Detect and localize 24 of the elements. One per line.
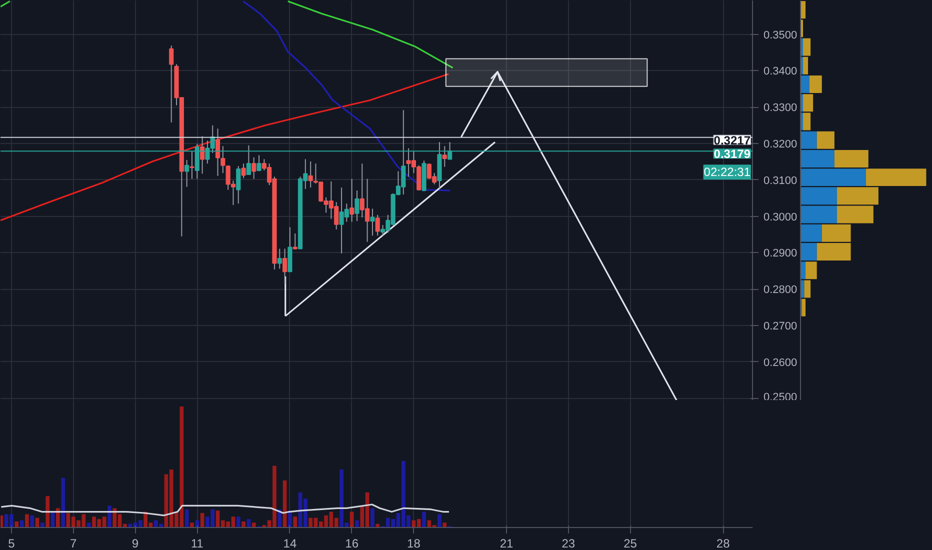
y-tick-label: 0.3200 [764, 138, 798, 151]
x-tick-label: 11 [190, 536, 204, 550]
annotation: 02:22:31 [704, 165, 751, 180]
y-tick-label: 0.2700 [764, 320, 798, 333]
ref-line-label: 0.3179 [714, 147, 751, 162]
x-tick-label: 28 [716, 536, 730, 550]
y-tick-label: 0.3300 [764, 102, 798, 114]
x-tick-label: 16 [345, 536, 359, 550]
x-tick-label: 9 [132, 536, 139, 550]
x-tick-label: 18 [407, 536, 421, 550]
y-tick-label: 0.2600 [764, 356, 798, 369]
x-tick-label: 7 [70, 536, 78, 550]
y-tick-label: 0.3400 [764, 66, 798, 78]
y-tick-label: 0.3100 [764, 174, 798, 187]
x-tick-label: 14 [283, 536, 297, 550]
ref-line-label: 0.3217 [714, 133, 751, 148]
x-tick-label: 23 [562, 536, 576, 550]
y-tick-label: 0.2800 [764, 284, 798, 296]
y-tick-label: 0.2900 [764, 248, 798, 260]
x-tick-label: 21 [500, 536, 514, 550]
y-tick-label: 0.3000 [764, 211, 798, 224]
y-tick-label: 0.3500 [764, 29, 798, 42]
x-tick-label: 25 [624, 536, 638, 550]
x-tick-label: 5 [8, 536, 16, 550]
